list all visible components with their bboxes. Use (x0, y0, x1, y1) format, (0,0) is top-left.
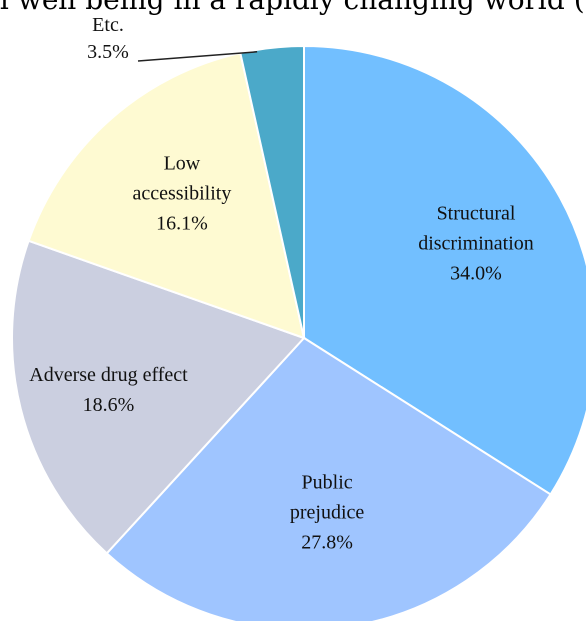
slice-label-structural-discrimination: Structural discrimination 34.0% (418, 202, 534, 284)
cropped-caption-text: l well being in a rapidly changing world… (0, 0, 586, 16)
pie-slice-public-prejudice (105, 336, 552, 621)
slice-label-public-prejudice: Public prejudice 27.8% (290, 472, 365, 554)
slice-label-etc: Etc. 3.5% (87, 14, 129, 63)
pie-slice-adverse-drug-effect (11, 239, 306, 555)
pie-slice-low-accessibility (27, 51, 306, 340)
slice-label-low-accessibility: Low accessibility 16.1% (132, 152, 231, 234)
leader-line-etc (137, 51, 258, 62)
slice-label-adverse-drug-effect: Adverse drug effect 18.6% (29, 364, 188, 416)
